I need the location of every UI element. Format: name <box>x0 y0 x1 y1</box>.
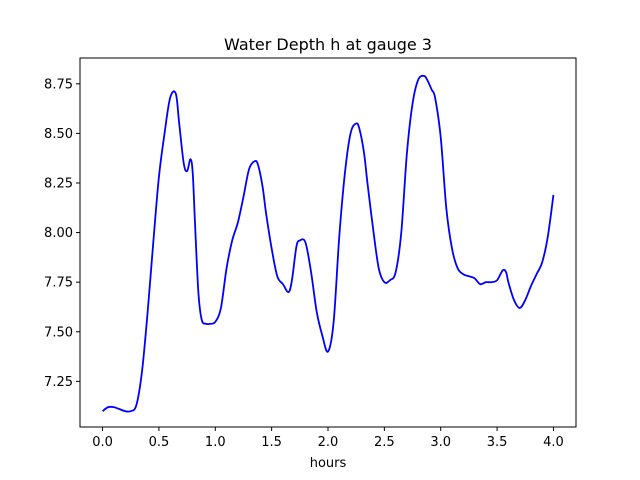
x-tick-label: 2.0 <box>318 435 339 450</box>
chart-title: Water Depth h at gauge 3 <box>224 35 432 54</box>
y-tick-label: 8.00 <box>44 226 73 241</box>
y-tick-label: 7.25 <box>44 375 73 390</box>
x-axis-label: hours <box>310 456 347 471</box>
x-tick-label: 0.5 <box>149 435 170 450</box>
x-tick-label: 2.5 <box>374 435 395 450</box>
y-tick-label: 8.75 <box>44 77 73 92</box>
y-tick-label: 8.25 <box>44 176 73 191</box>
x-tick-label: 1.0 <box>205 435 226 450</box>
y-tick-label: 8.50 <box>44 127 73 142</box>
y-tick-label: 7.50 <box>44 325 73 340</box>
x-tick-label: 1.5 <box>261 435 282 450</box>
y-tick-label: 7.75 <box>44 276 73 291</box>
x-tick-label: 3.5 <box>487 435 508 450</box>
x-tick-label: 0.0 <box>92 435 113 450</box>
x-tick-label: 3.0 <box>430 435 451 450</box>
x-tick-label: 4.0 <box>543 435 564 450</box>
